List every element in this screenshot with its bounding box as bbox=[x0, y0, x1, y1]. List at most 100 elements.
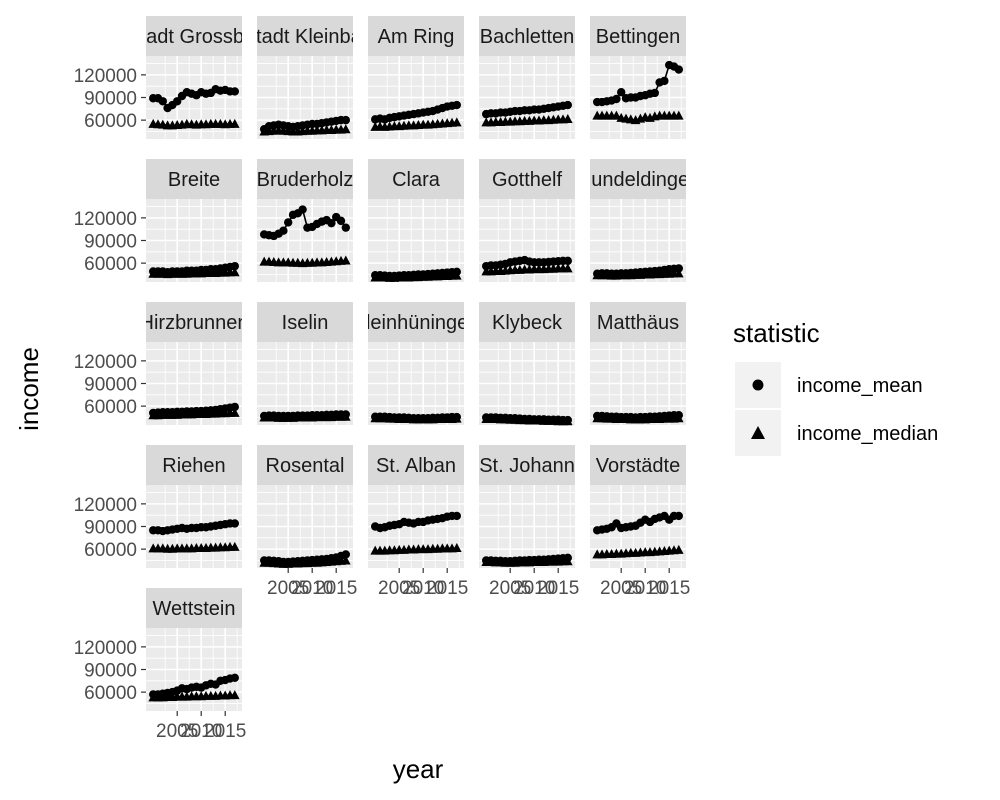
facet-strip bbox=[257, 445, 353, 485]
median-point bbox=[563, 556, 573, 566]
facet-panel: Gotthelf bbox=[479, 159, 575, 282]
facet-strip bbox=[590, 302, 686, 342]
median-point bbox=[674, 268, 684, 278]
facet-strip bbox=[590, 159, 686, 199]
mean-point bbox=[158, 97, 167, 106]
facet-strip bbox=[146, 159, 242, 199]
median-point bbox=[674, 110, 684, 120]
mean-point bbox=[341, 115, 350, 125]
facet-panel: Klybeck bbox=[479, 302, 575, 426]
facet-panel: Matthäus bbox=[590, 302, 686, 425]
facet-strip bbox=[368, 302, 464, 342]
median-point bbox=[230, 267, 240, 277]
facet-strip bbox=[146, 302, 242, 342]
facet-strip bbox=[590, 445, 686, 485]
mean-point bbox=[674, 65, 683, 74]
facet-strip-label: Altstadt Kleinbasel bbox=[223, 26, 388, 48]
facet-strip-label: Bettingen bbox=[596, 26, 681, 48]
x-tick-label: 2010 bbox=[402, 578, 444, 599]
facet-strip-label: Kleinhüningen bbox=[353, 312, 480, 334]
mean-point bbox=[230, 87, 239, 96]
facet-strip-label: Hirzbrunnen bbox=[140, 312, 249, 334]
x-tick-label: 2005 bbox=[489, 578, 531, 599]
y-tick-label: 90000 bbox=[84, 661, 137, 682]
mean-point bbox=[279, 226, 288, 235]
facet-strip bbox=[257, 302, 353, 342]
legend-label-median: income_median bbox=[797, 423, 938, 445]
y-tick-label: 90000 bbox=[84, 89, 137, 110]
facet-panel: Kleinhüningen bbox=[353, 302, 480, 425]
facet-panel: Bruderholz bbox=[257, 159, 354, 282]
facet-strip-label: Clara bbox=[392, 169, 441, 191]
median-point bbox=[230, 407, 240, 417]
median-point bbox=[230, 118, 240, 128]
y-tick-label: 60000 bbox=[84, 254, 137, 275]
legend-circle-icon bbox=[752, 379, 764, 391]
mean-point bbox=[298, 205, 307, 214]
facet-panel: Iselin bbox=[257, 302, 353, 425]
median-point bbox=[341, 124, 351, 134]
median-point bbox=[563, 114, 573, 124]
legend-label-mean: income_mean bbox=[797, 375, 923, 397]
y-tick-label: 60000 bbox=[84, 397, 137, 418]
facet-strip bbox=[479, 159, 575, 199]
x-tick-label: 2010 bbox=[180, 721, 222, 742]
facet-panel: Clara bbox=[368, 159, 464, 282]
median-point bbox=[563, 263, 573, 273]
mean-point bbox=[452, 511, 461, 521]
x-tick-label: 2005 bbox=[600, 578, 642, 599]
facet-strip-label: Bachletten bbox=[480, 26, 575, 48]
y-tick-label: 120000 bbox=[74, 352, 137, 373]
facet-panels: Altstadt Grossbasel6000090000120000Altst… bbox=[74, 16, 701, 742]
facet-strip bbox=[479, 16, 575, 56]
facet-strip-label: Gundeldingen bbox=[576, 169, 701, 191]
facet-strip bbox=[368, 159, 464, 199]
mean-point bbox=[612, 94, 621, 104]
mean-point bbox=[650, 88, 659, 98]
x-tick-label: 2010 bbox=[513, 578, 555, 599]
facet-strip-label: Bruderholz bbox=[257, 169, 354, 191]
x-tick-label: 2015 bbox=[315, 578, 357, 599]
x-tick-label: 2015 bbox=[648, 578, 690, 599]
facet-strip-label: St. Alban bbox=[376, 455, 456, 477]
facet-strip bbox=[257, 159, 353, 199]
median-point bbox=[341, 255, 351, 265]
median-point bbox=[452, 543, 462, 553]
x-tick-label: 2010 bbox=[291, 578, 333, 599]
median-point bbox=[341, 555, 351, 565]
y-tick-label: 90000 bbox=[84, 375, 137, 396]
mean-point bbox=[230, 519, 239, 528]
x-axis-title: year bbox=[393, 754, 444, 784]
y-axis-title: income bbox=[14, 347, 44, 431]
facet-panel: Am Ring bbox=[368, 16, 464, 139]
y-tick-label: 120000 bbox=[74, 66, 137, 87]
y-tick-label: 120000 bbox=[74, 495, 137, 516]
mean-point bbox=[341, 223, 350, 232]
mean-point bbox=[230, 673, 239, 682]
median-point bbox=[452, 413, 462, 423]
facet-panel: Gundeldingen bbox=[576, 159, 701, 282]
facet-strip-label: Iselin bbox=[282, 312, 329, 334]
median-point bbox=[452, 270, 462, 280]
mean-point bbox=[327, 218, 336, 228]
facet-strip-label: St. Johann bbox=[479, 455, 575, 477]
facet-strip bbox=[590, 16, 686, 56]
mean-point bbox=[230, 402, 239, 412]
y-tick-label: 60000 bbox=[84, 683, 137, 704]
facet-strip bbox=[368, 445, 464, 485]
median-point bbox=[341, 411, 351, 421]
mean-point bbox=[660, 76, 669, 86]
facet-strip-label: Altstadt Grossbasel bbox=[107, 26, 280, 48]
mean-point bbox=[563, 100, 572, 110]
median-point bbox=[563, 416, 573, 426]
median-point bbox=[230, 541, 240, 551]
facet-strip-label: Gotthelf bbox=[492, 169, 562, 191]
